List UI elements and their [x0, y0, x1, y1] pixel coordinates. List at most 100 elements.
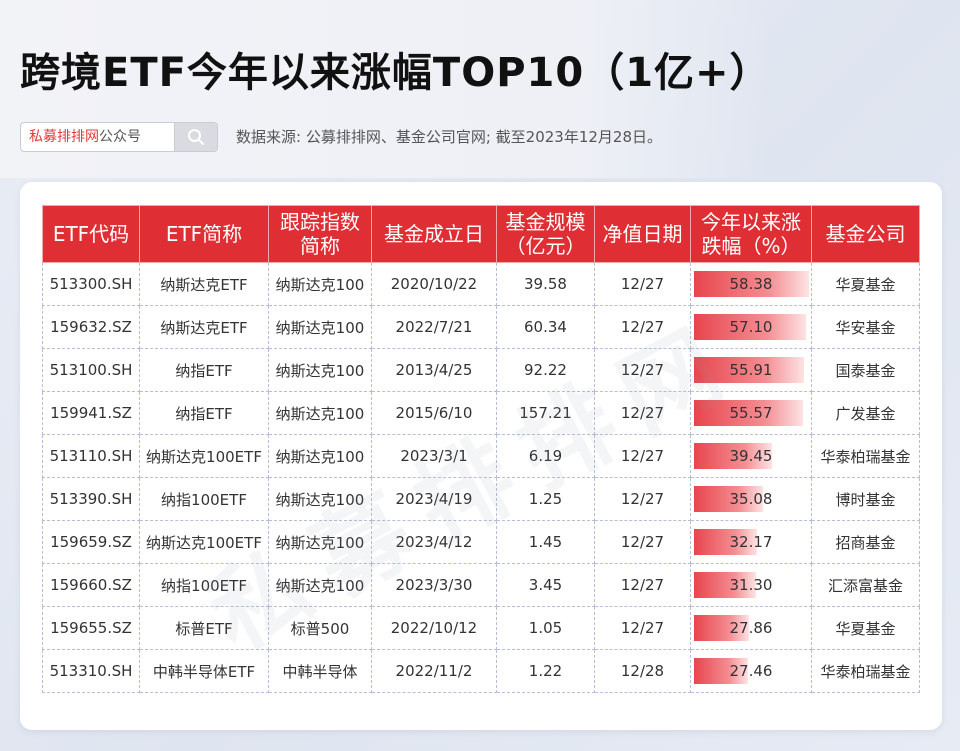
search-placeholder: 私募排排网公众号	[29, 123, 141, 151]
cell-nav-date: 12/27	[594, 606, 691, 650]
cell-fund-company: 博时基金	[811, 477, 920, 521]
cell-tracking-index: 纳斯达克100	[268, 348, 372, 392]
cell-nav-date: 12/27	[594, 391, 691, 435]
cell-etf-name: 纳指ETF	[139, 348, 269, 392]
cell-inception-date: 2022/11/2	[371, 649, 497, 693]
cell-nav-date: 12/27	[594, 563, 691, 607]
table-row: 159659.SZ 纳斯达克100ETF 纳斯达克100 2023/4/12 1.45 1…	[42, 520, 920, 564]
cell-inception-date: 2023/3/30	[371, 563, 497, 607]
header-nav-date: 净值日期	[594, 205, 691, 263]
ytd-return-value: 27.46	[729, 662, 773, 680]
ytd-return-bar	[694, 400, 804, 426]
cell-etf-code: 159660.SZ	[42, 563, 140, 607]
ytd-return-value: 39.45	[729, 447, 773, 465]
cell-fund-size: 1.05	[496, 606, 595, 650]
cell-inception-date: 2013/4/25	[371, 348, 497, 392]
cell-ytd-return: 55.91	[690, 348, 812, 392]
ytd-return-value: 35.08	[729, 490, 773, 508]
cell-etf-name: 纳指100ETF	[139, 477, 269, 521]
table-row: 159655.SZ 标普ETF 标普500 2022/10/12 1.05 12/27 27…	[42, 606, 920, 650]
cell-tracking-index: 纳斯达克100	[268, 563, 372, 607]
cell-fund-size: 39.58	[496, 262, 595, 306]
brand-name: 私募排排网	[29, 129, 99, 145]
cell-fund-size: 1.45	[496, 520, 595, 564]
cell-nav-date: 12/27	[594, 434, 691, 478]
table-row: 159632.SZ 纳斯达克ETF 纳斯达克100 2022/7/21 60.34 12/…	[42, 305, 920, 349]
cell-etf-name: 纳指ETF	[139, 391, 269, 435]
search-button[interactable]	[174, 123, 217, 151]
cell-inception-date: 2015/6/10	[371, 391, 497, 435]
search-box[interactable]: 私募排排网公众号	[20, 122, 218, 152]
cell-etf-name: 纳斯达克ETF	[139, 262, 269, 306]
data-source-note: 数据来源: 公募排排网、基金公司官网; 截至2023年12月28日。	[236, 128, 662, 146]
cell-etf-code: 513110.SH	[42, 434, 140, 478]
ytd-return-value: 31.30	[729, 576, 773, 594]
cell-nav-date: 12/27	[594, 477, 691, 521]
ytd-return-value: 27.86	[729, 619, 773, 637]
cell-nav-date: 12/28	[594, 649, 691, 693]
cell-fund-size: 6.19	[496, 434, 595, 478]
ytd-return-bar	[694, 529, 758, 555]
cell-inception-date: 2023/4/12	[371, 520, 497, 564]
header-tracking-index: 跟踪指数简称	[268, 205, 372, 263]
cell-tracking-index: 纳斯达克100	[268, 391, 372, 435]
cell-etf-code: 159655.SZ	[42, 606, 140, 650]
table-row: 513110.SH 纳斯达克100ETF 纳斯达克100 2023/3/1 6.19 12…	[42, 434, 920, 478]
header-etf-code: ETF代码	[42, 205, 140, 263]
cell-fund-company: 招商基金	[811, 520, 920, 564]
cell-etf-code: 159941.SZ	[42, 391, 140, 435]
table-body: 513300.SH 纳斯达克ETF 纳斯达克100 2020/10/22 39.58 12…	[42, 262, 920, 693]
cell-etf-name: 纳指100ETF	[139, 563, 269, 607]
table-row: 513100.SH 纳指ETF 纳斯达克100 2013/4/25 92.22 12/27…	[42, 348, 920, 392]
table-header-row: ETF代码 ETF简称 跟踪指数简称 基金成立日 基金规模（亿元） 净值日期 今…	[42, 205, 920, 263]
page-title: 跨境ETF今年以来涨幅TOP10（1亿+）	[20, 50, 771, 96]
cell-tracking-index: 纳斯达克100	[268, 520, 372, 564]
cell-tracking-index: 中韩半导体	[268, 649, 372, 693]
cell-tracking-index: 纳斯达克100	[268, 477, 372, 521]
cell-fund-size: 60.34	[496, 305, 595, 349]
table-row: 159660.SZ 纳指100ETF 纳斯达克100 2023/3/30 3.45 12/…	[42, 563, 920, 607]
cell-fund-company: 华夏基金	[811, 262, 920, 306]
table-row: 159941.SZ 纳指ETF 纳斯达克100 2015/6/10 157.21 12/2…	[42, 391, 920, 435]
ytd-return-bar	[694, 271, 809, 297]
ytd-return-value: 57.10	[729, 318, 773, 336]
cell-etf-name: 纳斯达克100ETF	[139, 520, 269, 564]
ytd-return-value: 58.38	[729, 275, 773, 293]
cell-nav-date: 12/27	[594, 262, 691, 306]
ytd-return-value: 32.17	[729, 533, 773, 551]
brand-suffix: 公众号	[99, 129, 141, 145]
cell-ytd-return: 27.86	[690, 606, 812, 650]
cell-inception-date: 2023/3/1	[371, 434, 497, 478]
cell-ytd-return: 31.30	[690, 563, 812, 607]
table-row: 513390.SH 纳指100ETF 纳斯达克100 2023/4/19 1.25 12/…	[42, 477, 920, 521]
cell-etf-code: 513310.SH	[42, 649, 140, 693]
cell-fund-company: 汇添富基金	[811, 563, 920, 607]
ytd-return-bar	[694, 443, 772, 469]
ytd-return-value: 55.91	[729, 361, 773, 379]
ytd-return-bar	[694, 615, 749, 641]
cell-fund-company: 华安基金	[811, 305, 920, 349]
cell-inception-date: 2020/10/22	[371, 262, 497, 306]
cell-etf-code: 513390.SH	[42, 477, 140, 521]
ytd-return-bar	[694, 658, 749, 684]
table-row: 513300.SH 纳斯达克ETF 纳斯达克100 2020/10/22 39.58 12…	[42, 262, 920, 306]
ytd-return-value: 55.57	[729, 404, 773, 422]
cell-etf-code: 159632.SZ	[42, 305, 140, 349]
cell-inception-date: 2022/10/12	[371, 606, 497, 650]
cell-fund-size: 1.25	[496, 477, 595, 521]
cell-fund-company: 国泰基金	[811, 348, 920, 392]
cell-tracking-index: 纳斯达克100	[268, 305, 372, 349]
cell-inception-date: 2022/7/21	[371, 305, 497, 349]
cell-nav-date: 12/27	[594, 348, 691, 392]
header-etf-name: ETF简称	[139, 205, 269, 263]
etf-ranking-table: ETF代码 ETF简称 跟踪指数简称 基金成立日 基金规模（亿元） 净值日期 今…	[42, 205, 920, 693]
header-fund-company: 基金公司	[811, 205, 920, 263]
cell-fund-company: 华夏基金	[811, 606, 920, 650]
ytd-return-bar	[694, 357, 805, 383]
cell-tracking-index: 纳斯达克100	[268, 434, 372, 478]
cell-tracking-index: 纳斯达克100	[268, 262, 372, 306]
cell-inception-date: 2023/4/19	[371, 477, 497, 521]
header-inception-date: 基金成立日	[371, 205, 497, 263]
cell-fund-size: 92.22	[496, 348, 595, 392]
cell-ytd-return: 55.57	[690, 391, 812, 435]
